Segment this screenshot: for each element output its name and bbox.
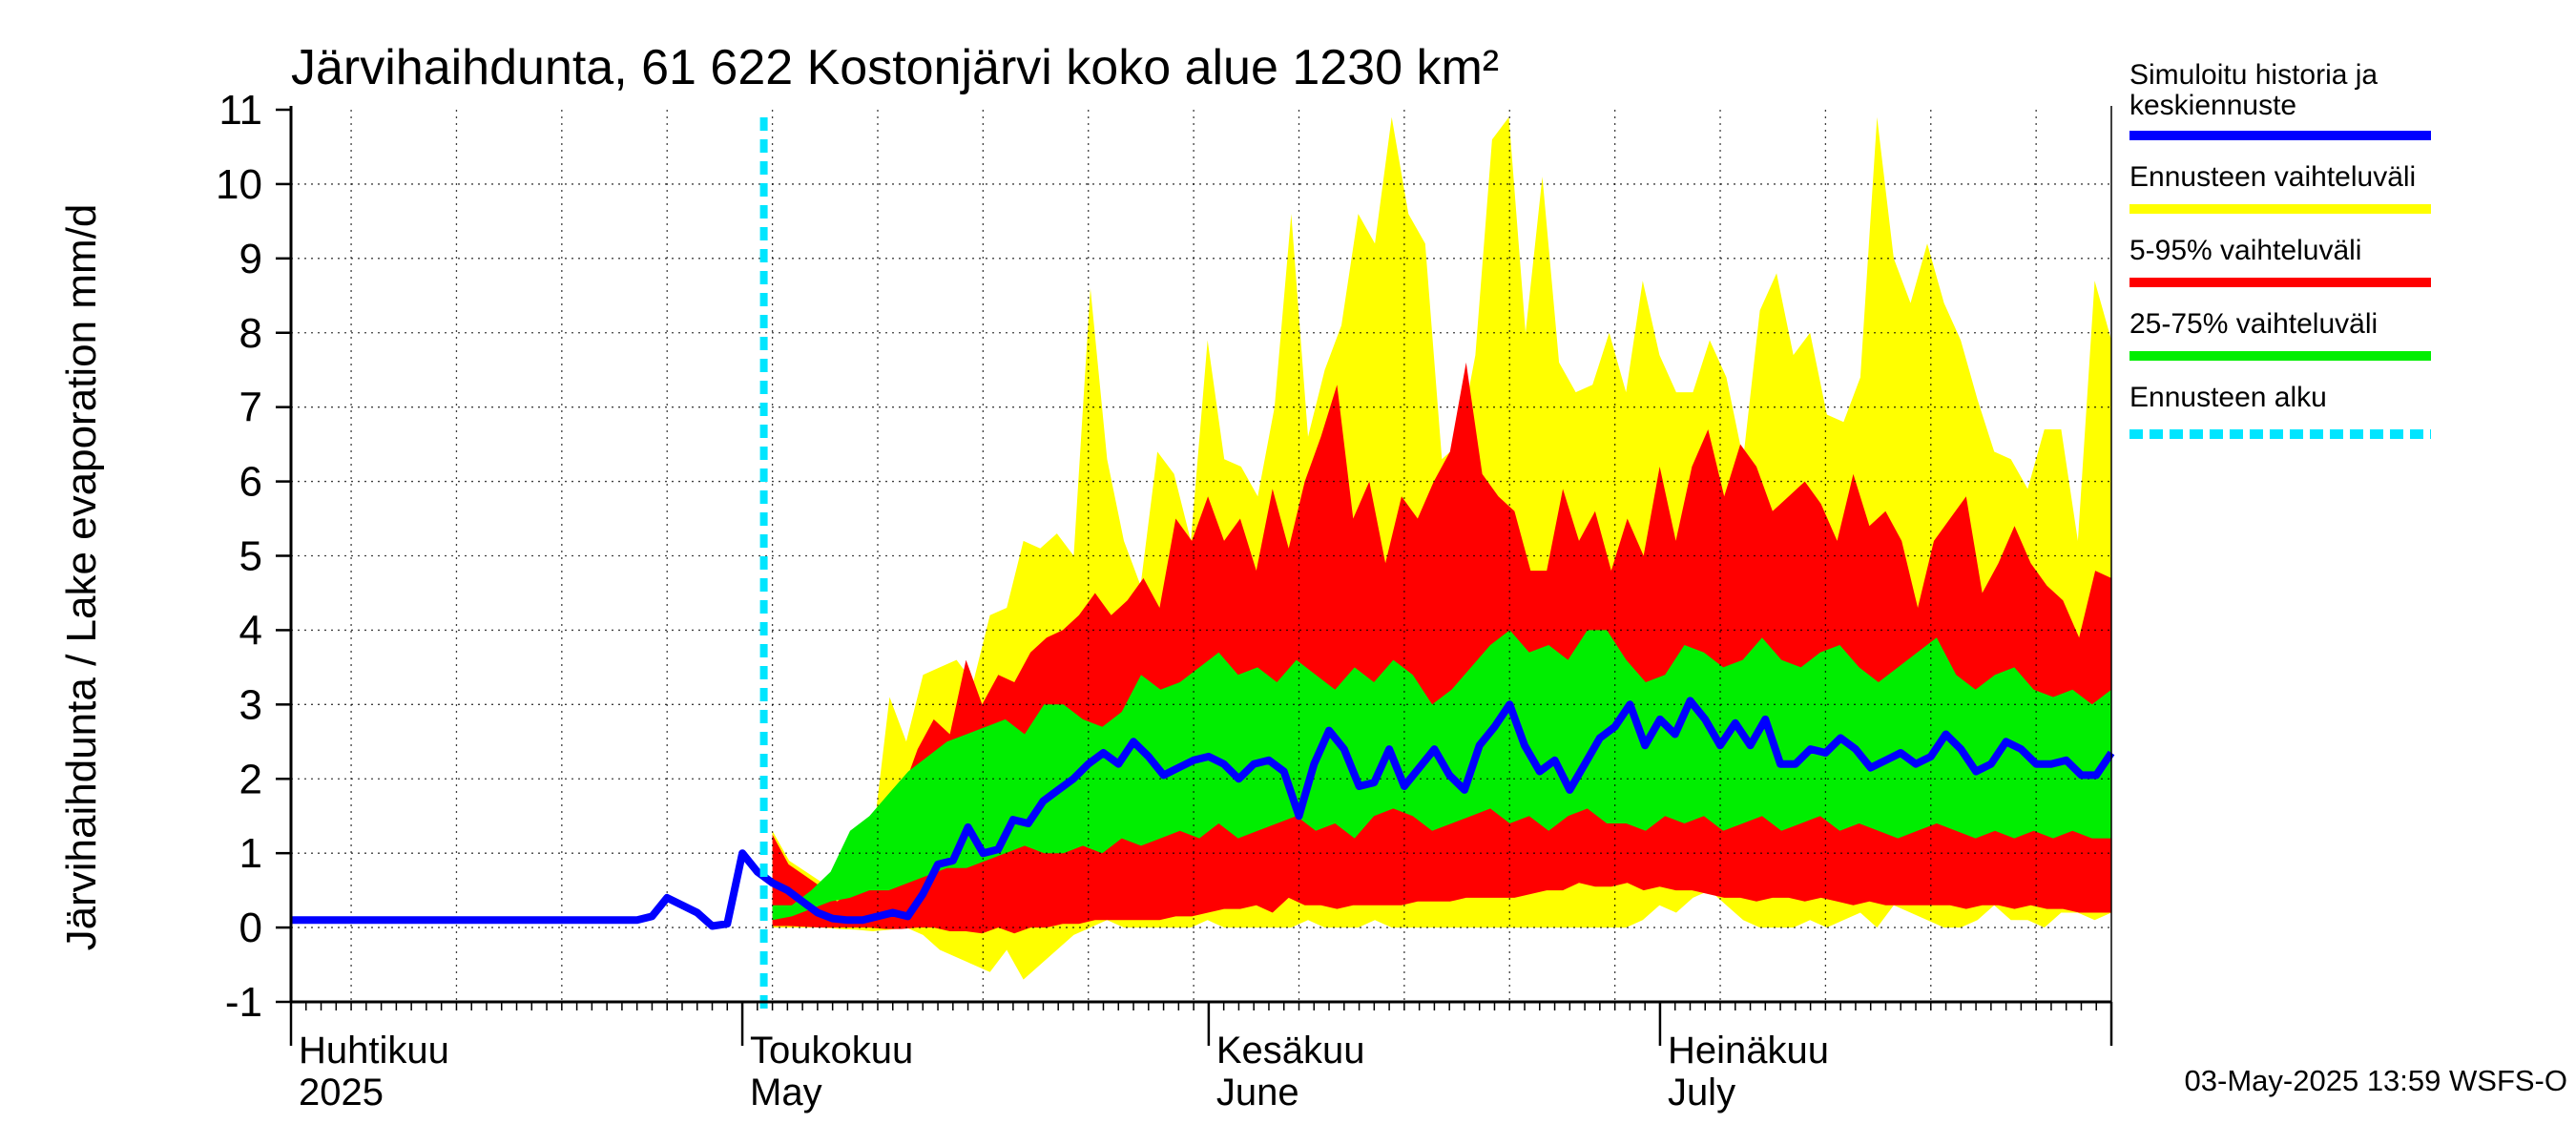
month-label-en: July (1668, 1072, 1735, 1114)
chart-title: Järvihaihdunta, 61 622 Kostonjärvi koko … (291, 40, 1499, 95)
legend-label: Ennusteen vaihteluväli (2129, 161, 2416, 193)
y-tick-label: 4 (239, 607, 262, 654)
y-tick-label: 6 (239, 459, 262, 506)
legend-label: keskiennuste (2129, 90, 2296, 121)
y-axis-label: Järvihaihdunta / Lake evaporation mm/d (58, 204, 105, 951)
y-tick-label: 10 (216, 161, 262, 208)
month-label-en: June (1216, 1072, 1299, 1114)
y-tick-label: 9 (239, 236, 262, 282)
y-tick-label: 7 (239, 385, 262, 431)
legend-label: 25-75% vaihteluväli (2129, 308, 2378, 340)
y-tick-label: 11 (218, 87, 262, 134)
grid (291, 110, 2111, 1002)
plot-area (291, 110, 2115, 1013)
band-25-75 (772, 630, 2111, 921)
month-label-fi: Heinäkuu (1668, 1030, 1829, 1072)
y-tick-label: 2 (239, 756, 262, 802)
month-label-fi: Huhtikuu (299, 1030, 449, 1072)
y-tick-label: -1 (225, 979, 262, 1026)
y-tick-label: 5 (239, 533, 262, 580)
median-forecast-line (291, 697, 2115, 930)
y-tick-label: 0 (239, 905, 262, 951)
timestamp: 03-May-2025 13:59 WSFS-O (2185, 1064, 2567, 1097)
y-tick-label: 1 (239, 830, 262, 877)
month-label-en: May (750, 1072, 822, 1114)
month-label-en: 2025 (299, 1072, 384, 1114)
legend-label: 5-95% vaihteluväli (2129, 235, 2361, 266)
legend-label: Ennusteen alku (2129, 382, 2327, 413)
legend-label: Simuloitu historia ja (2129, 59, 2378, 91)
month-label-fi: Toukokuu (750, 1030, 913, 1072)
y-tick-label: 3 (239, 681, 262, 728)
month-label-fi: Kesäkuu (1216, 1030, 1365, 1072)
y-tick-label: 8 (239, 310, 262, 357)
